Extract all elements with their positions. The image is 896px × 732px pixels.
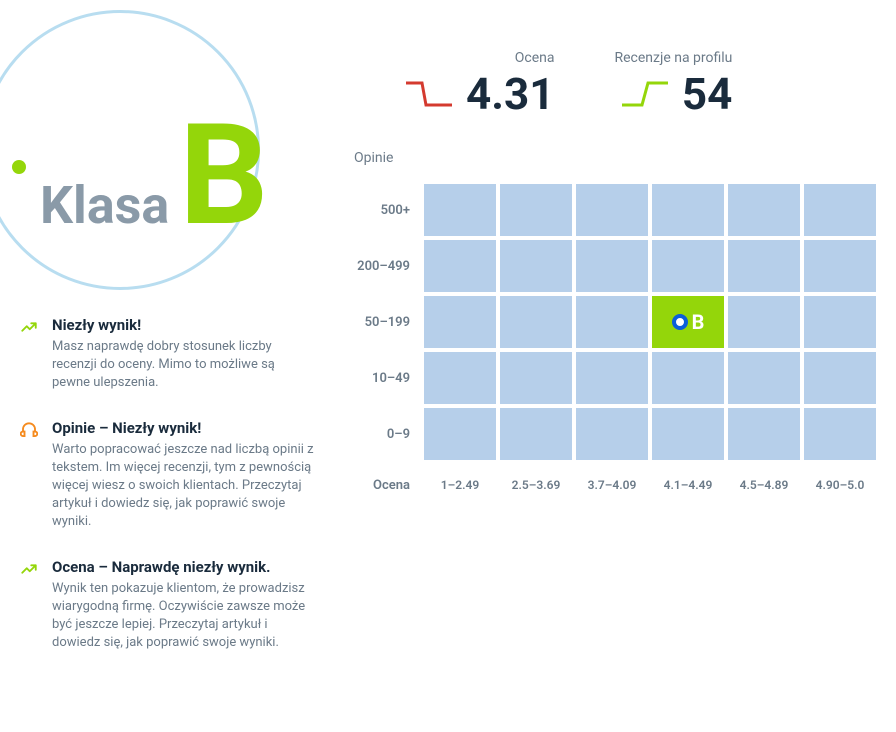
heatmap-cell bbox=[500, 296, 572, 348]
heatmap-cell bbox=[728, 296, 800, 348]
heatmap-cell bbox=[804, 352, 876, 404]
insight-title: Niezły wynik! bbox=[52, 316, 314, 334]
insight-item: Niezły wynik! Masz naprawdę dobry stosune… bbox=[20, 316, 314, 393]
heatmap-cell bbox=[728, 352, 800, 404]
trend-up-icon bbox=[20, 560, 38, 578]
heatmap-cell bbox=[804, 240, 876, 292]
heatmap: Opinie 500+200–49950–199B10–490–9 Ocena … bbox=[344, 150, 876, 493]
heatmap-cell bbox=[652, 408, 724, 460]
heatmap-y-label: 50–199 bbox=[344, 315, 424, 330]
heatmap-cell bbox=[500, 408, 572, 460]
left-pane: Klasa B Niezły wynik! Masz naprawdę dobry… bbox=[20, 30, 314, 678]
heatmap-x-label: 4.90–5.0 bbox=[804, 478, 876, 493]
insight-text: Masz naprawdę dobry stosunek liczby rece… bbox=[52, 338, 314, 393]
heatmap-x-title: Ocena bbox=[344, 478, 424, 493]
heatmap-y-label: 10–49 bbox=[344, 371, 424, 386]
headphones-icon bbox=[20, 421, 38, 439]
heatmap-x-label: 1–2.49 bbox=[424, 478, 496, 493]
heatmap-x-label: 2.5–3.69 bbox=[500, 478, 572, 493]
heatmap-cell bbox=[728, 184, 800, 236]
heatmap-cell bbox=[728, 408, 800, 460]
grade-label: Klasa bbox=[40, 175, 169, 236]
insights-list: Niezły wynik! Masz naprawdę dobry stosune… bbox=[20, 316, 314, 652]
insight-title: Ocena – Naprawdę niezły wynik. bbox=[52, 558, 314, 576]
heatmap-marker-icon bbox=[672, 314, 688, 330]
insight-item: Ocena – Naprawdę niezły wynik. Wynik ten … bbox=[20, 558, 314, 653]
heatmap-cell bbox=[576, 184, 648, 236]
stat-rating-label: Ocena bbox=[515, 50, 555, 66]
grade-box: Klasa B bbox=[20, 30, 314, 236]
heatmap-cell bbox=[652, 352, 724, 404]
heatmap-y-label: 200–499 bbox=[344, 259, 424, 274]
stat-reviews-label: Recenzje na profilu bbox=[615, 50, 733, 66]
heatmap-cell bbox=[804, 184, 876, 236]
heatmap-y-label: 0–9 bbox=[344, 427, 424, 442]
heatmap-cell bbox=[424, 296, 496, 348]
heatmap-cell bbox=[652, 240, 724, 292]
heatmap-cell bbox=[576, 240, 648, 292]
stat-rating-value: 4.31 bbox=[466, 68, 555, 120]
spark-rating-icon bbox=[404, 76, 454, 112]
heatmap-cell bbox=[652, 184, 724, 236]
heatmap-cell bbox=[728, 240, 800, 292]
trend-up-icon bbox=[20, 318, 38, 336]
heatmap-cell bbox=[804, 408, 876, 460]
heatmap-cell bbox=[424, 408, 496, 460]
heatmap-cell bbox=[576, 352, 648, 404]
heatmap-cell bbox=[500, 240, 572, 292]
heatmap-x-label: 3.7–4.09 bbox=[576, 478, 648, 493]
heatmap-cell bbox=[804, 296, 876, 348]
heatmap-cell bbox=[424, 352, 496, 404]
heatmap-cell bbox=[500, 184, 572, 236]
heatmap-cell bbox=[576, 296, 648, 348]
heatmap-cell: B bbox=[652, 296, 724, 348]
heatmap-cell bbox=[500, 352, 572, 404]
heatmap-x-label: 4.5–4.89 bbox=[728, 478, 800, 493]
heatmap-x-label: 4.1–4.49 bbox=[652, 478, 724, 493]
stat-rating: Ocena 4.31 bbox=[404, 50, 555, 120]
heatmap-y-title: Opinie bbox=[344, 150, 876, 166]
spark-reviews-icon bbox=[620, 76, 670, 112]
heatmap-cell bbox=[576, 408, 648, 460]
insight-text: Warto popracować jeszcze nad liczbą opin… bbox=[52, 441, 314, 532]
insight-item: Opinie – Niezły wynik! Warto popracować j… bbox=[20, 419, 314, 532]
grade-letter: B bbox=[179, 120, 268, 232]
insight-title: Opinie – Niezły wynik! bbox=[52, 419, 314, 437]
heatmap-y-label: 500+ bbox=[344, 203, 424, 218]
stat-reviews-value: 54 bbox=[682, 68, 733, 120]
stat-reviews: Recenzje na profilu 54 bbox=[615, 50, 733, 120]
dot-decoration bbox=[12, 160, 26, 174]
heatmap-cell-letter: B bbox=[692, 310, 705, 334]
stats-row: Ocena 4.31 Recenzje na profilu 54 bbox=[344, 50, 876, 120]
right-pane: Ocena 4.31 Recenzje na profilu 54 Opinie… bbox=[344, 30, 876, 678]
insight-text: Wynik ten pokazuje klientom, że prowadzi… bbox=[52, 580, 314, 653]
heatmap-cell bbox=[424, 240, 496, 292]
heatmap-cell bbox=[424, 184, 496, 236]
